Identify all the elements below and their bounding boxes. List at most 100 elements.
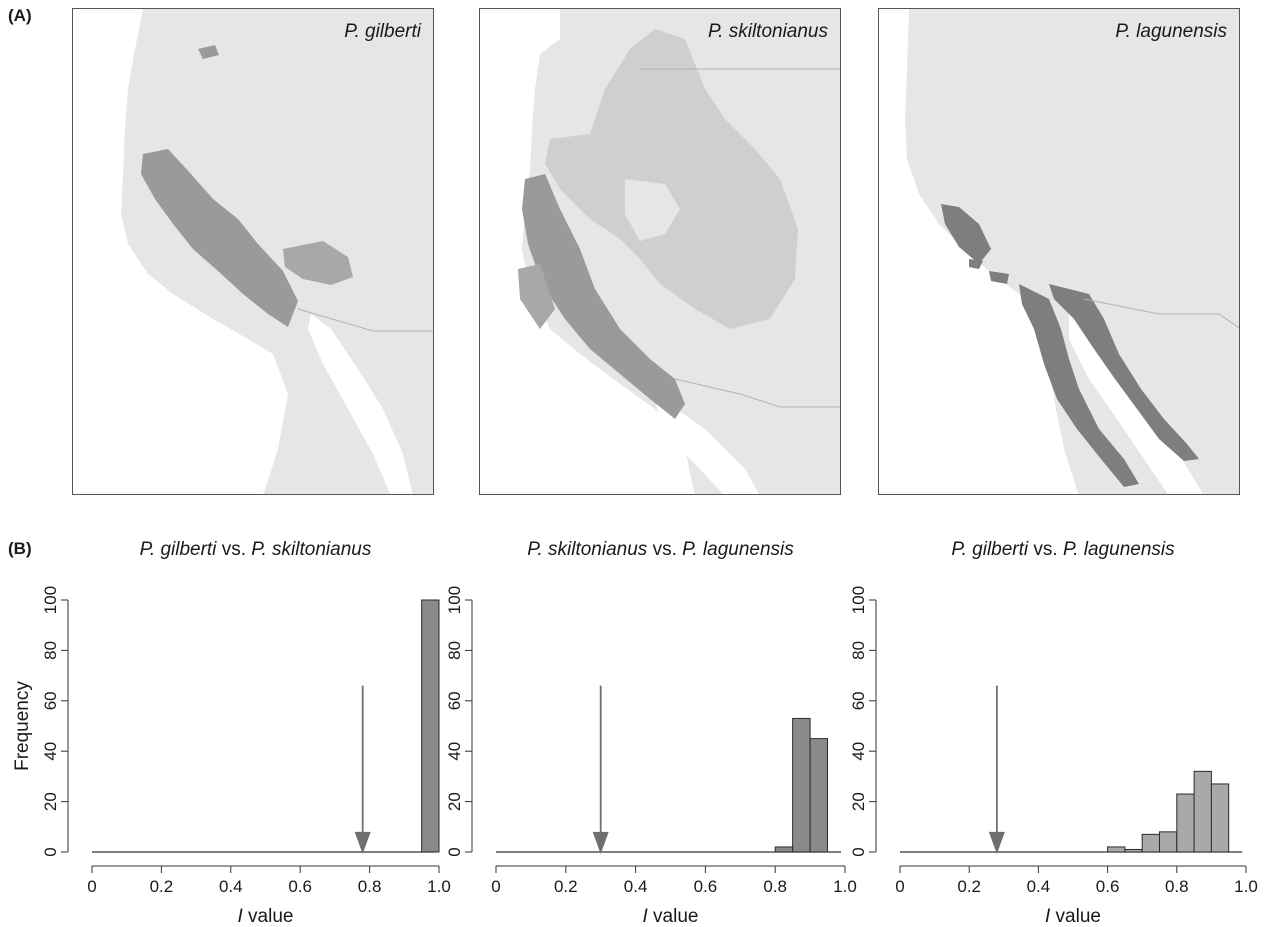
x-tick-label: 0.6 — [288, 877, 312, 896]
y-tick-label: 60 — [445, 691, 464, 710]
histogram-bar — [421, 599, 440, 853]
x-tick-label: 0.4 — [219, 877, 243, 896]
ocean — [73, 9, 288, 494]
y-tick-label: 80 — [445, 641, 464, 660]
y-tick-label: 0 — [445, 847, 464, 856]
chart-title-part: P. skiltonianus — [527, 539, 648, 560]
y-tick-label: 80 — [41, 641, 60, 660]
chart-title-part: P. lagunensis — [682, 539, 794, 560]
x-tick-label: 0.8 — [358, 877, 382, 896]
y-tick-label: 40 — [41, 742, 60, 761]
range-islands — [969, 259, 1009, 284]
y-tick-label: 100 — [41, 586, 60, 614]
observed-value-arrow-head — [354, 831, 371, 854]
range-east — [1049, 284, 1199, 461]
x-axis-label-part: I — [1045, 906, 1051, 927]
range-core — [522, 174, 685, 419]
map-graphic — [879, 9, 1239, 494]
political-border — [297, 308, 433, 332]
x-axis-label-part: value — [648, 906, 699, 927]
x-tick-label: 0.6 — [694, 877, 718, 896]
chart-title: P. gilberti vs. P. lagunensis — [951, 539, 1175, 560]
chart-title: P. skiltonianus vs. P. lagunensis — [527, 539, 794, 560]
y-tick-label: 0 — [41, 847, 60, 856]
map-graphic — [480, 9, 840, 494]
x-tick-label: 0.4 — [1027, 877, 1051, 896]
panel-label-a: (A) — [8, 6, 32, 25]
observed-value-arrow-head — [592, 831, 609, 854]
y-axis-label: Frequency — [12, 681, 33, 771]
histogram-1: P. gilberti vs. P. skiltonianus 0 20 40 60 80… — [12, 539, 451, 927]
x-tick-label: 0.8 — [1165, 877, 1189, 896]
panel-label-b: (B) — [8, 539, 32, 558]
histogram-bar — [774, 846, 794, 853]
y-tick-label: 100 — [445, 586, 464, 614]
map-title: P. lagunensis — [1115, 21, 1227, 42]
histogram-3: P. gilberti vs. P. lagunensis 0 20 40 60 80 10… — [849, 539, 1258, 927]
chart-title: P. gilberti vs. P. skiltonianus — [140, 539, 372, 560]
histogram-bar — [1159, 831, 1178, 853]
political-border — [640, 68, 840, 408]
y-tick-label: 60 — [41, 691, 60, 710]
x-axis-label-part: value — [1050, 906, 1101, 927]
y-tick-label: 40 — [849, 742, 868, 761]
chart-title-part: P. gilberti — [951, 539, 1029, 560]
x-axis-label: I value — [643, 906, 699, 927]
political-border — [1083, 298, 1239, 329]
map-p-skiltonianus: P. skiltonianus — [479, 8, 841, 495]
histogram-bar — [1210, 783, 1230, 853]
y-tick-label: 100 — [849, 586, 868, 614]
x-tick-label: 0.4 — [624, 877, 648, 896]
x-axis-label-part: value — [243, 906, 294, 927]
y-tick-label: 20 — [445, 792, 464, 811]
histogram-bar — [1141, 833, 1160, 853]
map-title: P. gilberti — [344, 21, 421, 42]
chart-title-part: vs. — [647, 539, 682, 560]
range-broad — [545, 29, 798, 329]
y-tick-label: 20 — [41, 792, 60, 811]
chart-title-part: P. lagunensis — [1063, 539, 1175, 560]
gulf-of-california — [655, 394, 759, 494]
chart-title-part: vs. — [216, 539, 251, 560]
x-tick-label: 0 — [87, 877, 96, 896]
y-tick-label: 20 — [849, 792, 868, 811]
range-core — [141, 149, 298, 327]
x-tick-label: 0 — [895, 877, 904, 896]
histogram-bar — [1124, 848, 1143, 853]
chart-title-part: P. gilberti — [140, 539, 218, 560]
range-east — [283, 241, 353, 285]
ocean — [879, 9, 1079, 494]
x-tick-label: 1.0 — [833, 877, 857, 896]
histogram-bar — [1107, 846, 1126, 853]
x-tick-label: 0.2 — [957, 877, 981, 896]
histogram-bar — [792, 717, 811, 853]
x-axis-label: I value — [1045, 906, 1101, 927]
y-tick-label: 80 — [849, 641, 868, 660]
x-tick-label: 0 — [491, 877, 500, 896]
x-axis-label-part: I — [238, 906, 244, 927]
x-tick-label: 0.8 — [763, 877, 787, 896]
y-tick-label: 0 — [849, 847, 868, 856]
histogram-panels: P. gilberti vs. P. skiltonianus 0 20 40 60 80… — [12, 539, 1258, 927]
range-coast — [518, 264, 555, 329]
range-hole — [625, 179, 680, 241]
baja-peninsula — [278, 339, 378, 494]
x-tick-label: 1.0 — [427, 877, 451, 896]
ocean — [480, 9, 695, 494]
x-tick-label: 1.0 — [1234, 877, 1258, 896]
chart-title-part: vs. — [1028, 539, 1063, 560]
chart-title-part: P. skiltonianus — [251, 539, 372, 560]
gulf-of-california — [308, 314, 413, 494]
y-tick-label: 60 — [849, 691, 868, 710]
observed-value-arrow-head — [988, 831, 1005, 854]
x-tick-label: 0.2 — [150, 877, 174, 896]
map-p-gilberti: P. gilberti — [72, 8, 434, 495]
x-axis-label-part: I — [643, 906, 649, 927]
y-tick-label: 40 — [445, 742, 464, 761]
x-axis-label: I value — [238, 906, 294, 927]
map-title: P. skiltonianus — [707, 21, 828, 42]
histogram-bar — [1193, 770, 1212, 853]
histogram-bar — [809, 738, 829, 853]
range-north — [941, 204, 991, 264]
x-tick-label: 0.6 — [1096, 877, 1120, 896]
